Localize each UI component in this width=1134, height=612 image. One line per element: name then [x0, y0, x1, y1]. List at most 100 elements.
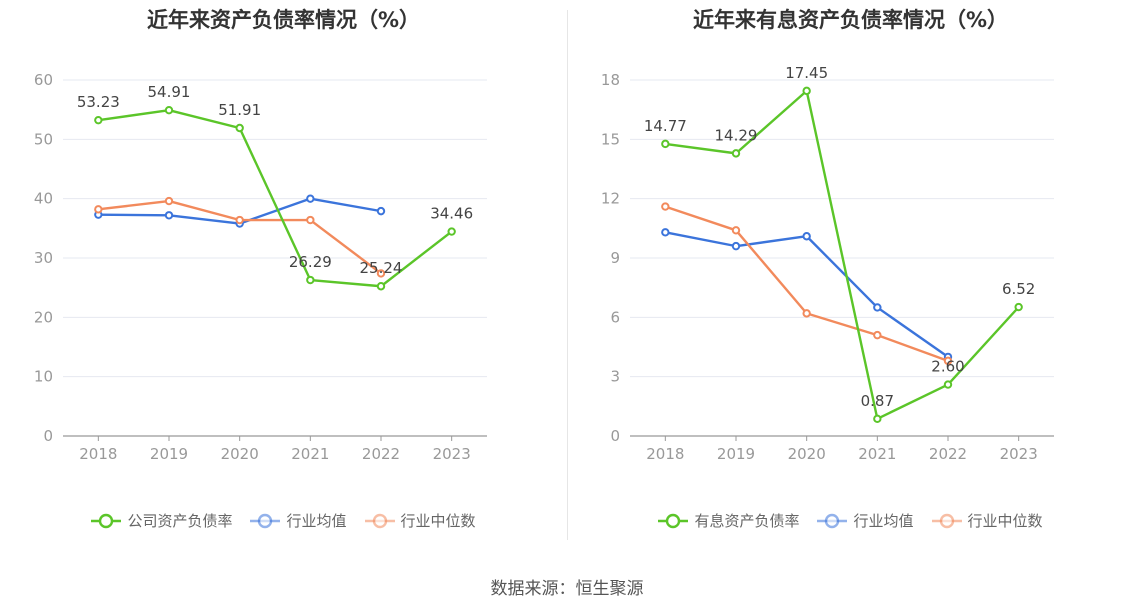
data-label: 14.29	[715, 126, 758, 144]
y-tick-label: 0	[43, 427, 53, 445]
x-tick-label: 2019	[717, 445, 755, 463]
data-point[interactable]	[1014, 302, 1023, 312]
data-point[interactable]	[235, 215, 244, 225]
legend-swatch-icon	[91, 513, 122, 528]
chart-title: 近年来有息资产负债率情况（%）	[692, 8, 1009, 32]
legend-label: 公司资产负债率	[127, 512, 233, 530]
data-point[interactable]	[731, 149, 741, 158]
legend-swatch-icon	[658, 513, 689, 528]
data-label: 34.46	[430, 205, 473, 223]
legend-label: 行业均值	[286, 512, 347, 530]
data-point[interactable]	[376, 282, 386, 291]
data-point[interactable]	[376, 269, 386, 278]
chart-panel-debt-ratio: 近年来资产负债率情况（%） 0 10 20 30 40 50 60 2018 2019 2020 2…	[0, 0, 567, 560]
line-chart-debt-ratio: 0 10 20 30 40 50 60 2018 2019 2020 2021 2022 2023 53.…	[34, 71, 487, 463]
data-label: 51.91	[218, 101, 261, 119]
y-tick-label: 15	[601, 130, 620, 148]
y-tick-label: 0	[610, 427, 620, 445]
x-tick-label: 2021	[858, 445, 896, 463]
x-tick-label: 2018	[646, 445, 684, 463]
series-line	[98, 109, 453, 288]
legend-swatch-icon	[250, 513, 281, 528]
series-line	[664, 205, 949, 362]
data-point[interactable]	[306, 275, 315, 285]
y-tick-label: 40	[34, 190, 53, 208]
y-tick-label: 9	[610, 249, 620, 267]
data-point[interactable]	[731, 226, 741, 235]
y-tick-label: 60	[34, 71, 53, 89]
data-label: 53.23	[77, 93, 120, 111]
legend-item[interactable]: 有息资产负债率	[658, 510, 799, 531]
x-tick-label: 2021	[291, 445, 329, 463]
data-label: 2.60	[931, 358, 964, 376]
legend-item[interactable]: 公司资产负债率	[91, 510, 232, 531]
x-tick-label: 2022	[362, 445, 400, 463]
line-chart-interest-debt-ratio: 0 3 6 9 12 15 18 2018 2019 2020 2021 2022 2023 14.77 1…	[601, 64, 1054, 463]
legend-item[interactable]: 行业均值	[250, 510, 347, 531]
data-point[interactable]	[661, 139, 670, 149]
data-label: 25.24	[360, 259, 403, 277]
legend-item[interactable]: 行业中位数	[931, 510, 1043, 531]
y-tick-label: 6	[610, 308, 620, 326]
legend-label: 行业均值	[853, 512, 914, 530]
x-tick-label: 2019	[150, 445, 188, 463]
legend-swatch-icon	[364, 513, 395, 528]
data-point[interactable]	[376, 206, 386, 216]
series-line	[665, 231, 949, 358]
x-tick-label: 2023	[1000, 445, 1038, 463]
data-label: 54.91	[148, 83, 191, 101]
data-point[interactable]	[661, 228, 670, 237]
data-point[interactable]	[94, 205, 103, 214]
y-tick-label: 12	[601, 190, 620, 208]
data-point[interactable]	[306, 215, 315, 225]
x-tick-label: 2020	[221, 445, 259, 463]
legend-item[interactable]: 行业均值	[817, 510, 914, 531]
y-tick-label: 20	[34, 308, 53, 326]
data-point[interactable]	[235, 123, 244, 133]
chart-panel-interest-debt-ratio: 近年来有息资产负债率情况（%） 0 3 6 9 12 15 18 2018 2019 2020 20…	[567, 0, 1134, 560]
data-point[interactable]	[94, 115, 103, 125]
data-point[interactable]	[802, 232, 811, 241]
x-tick-label: 2018	[79, 445, 117, 463]
y-tick-label: 50	[34, 130, 53, 148]
chart-legend: 公司资产负债率 行业均值 行业中位数	[0, 510, 567, 531]
legend-label: 有息资产负债率	[694, 512, 800, 530]
data-point[interactable]	[873, 303, 882, 312]
legend-item[interactable]: 行业中位数	[364, 510, 476, 531]
data-point[interactable]	[873, 414, 882, 423]
data-label: 17.45	[785, 64, 828, 82]
y-tick-label: 3	[610, 368, 620, 386]
series-line	[98, 199, 382, 275]
chart-title: 近年来资产负债率情况（%）	[146, 8, 421, 32]
panel-divider	[567, 10, 568, 540]
legend-label: 行业中位数	[400, 512, 476, 530]
data-point[interactable]	[802, 86, 811, 96]
legend-label: 行业中位数	[967, 512, 1043, 530]
data-label: 0.87	[861, 392, 894, 410]
data-point[interactable]	[943, 380, 953, 389]
data-label: 6.52	[1002, 280, 1035, 298]
legend-swatch-icon	[817, 513, 848, 528]
x-tick-label: 2022	[929, 445, 967, 463]
x-tick-label: 2023	[433, 445, 471, 463]
series-line	[665, 89, 1020, 420]
x-tick-label: 2020	[788, 445, 826, 463]
data-point[interactable]	[164, 106, 174, 115]
y-tick-label: 10	[34, 368, 53, 386]
data-point[interactable]	[661, 202, 670, 211]
data-point[interactable]	[802, 309, 811, 318]
data-point[interactable]	[447, 227, 456, 236]
legend-swatch-icon	[931, 513, 962, 528]
y-tick-label: 18	[601, 71, 620, 89]
data-point[interactable]	[164, 196, 174, 206]
chart-legend: 有息资产负债率 行业均值 行业中位数	[567, 510, 1134, 531]
data-source-note: 数据来源：恒生聚源	[490, 579, 644, 599]
data-label: 14.77	[644, 117, 687, 135]
data-point[interactable]	[731, 241, 741, 251]
data-label: 26.29	[289, 253, 332, 271]
y-tick-label: 30	[34, 249, 53, 267]
data-point[interactable]	[943, 356, 953, 366]
data-point[interactable]	[873, 330, 882, 340]
data-point[interactable]	[306, 194, 315, 203]
data-point[interactable]	[164, 211, 174, 220]
